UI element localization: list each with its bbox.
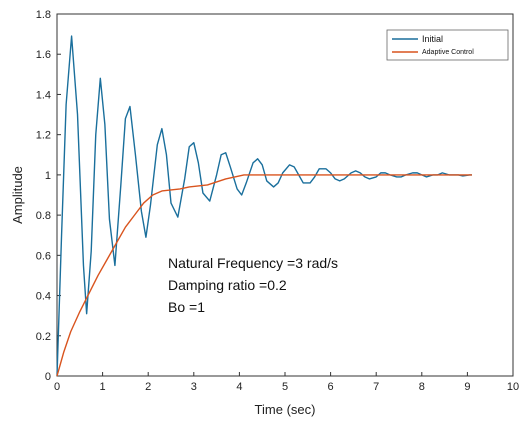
x-tick-label: 2	[145, 381, 151, 393]
y-axis: 0 0.2 0.4 0.6 0.8 1 1.2 1.4 1.6 1.8	[36, 9, 61, 383]
y-tick-label: 1.2	[36, 130, 51, 142]
series-layer	[56, 35, 472, 377]
x-tick-label: 9	[464, 381, 470, 393]
x-tick-label: 0	[54, 381, 60, 393]
x-tick-label: 4	[236, 381, 242, 393]
y-tick-label: 1.4	[36, 89, 51, 101]
x-tick-label: 10	[507, 381, 519, 393]
x-axis: 0 1 2 3 4 5 6 7 8 9 10	[54, 372, 519, 393]
x-axis-label: Time (sec)	[255, 402, 316, 417]
x-tick-label: 5	[282, 381, 288, 393]
y-tick-label: 0.2	[36, 331, 51, 343]
legend-box	[386, 29, 509, 61]
y-axis-label: Amplitude	[10, 166, 25, 224]
annotation-box: Natural Frequency =3 rad/s Damping ratio…	[161, 243, 338, 323]
y-tick-label: 0.4	[36, 291, 51, 303]
annotation-frame	[161, 243, 301, 323]
legend-label-initial: Initial	[422, 34, 443, 44]
y-tick-label: 0.6	[36, 250, 51, 262]
x-tick-label: 7	[373, 381, 379, 393]
annotation-line-natural-frequency: Natural Frequency =3 rad/s	[168, 255, 338, 271]
series-line-initial	[56, 35, 472, 377]
legend-label-adaptive-control: Adaptive Control	[422, 49, 474, 56]
y-tick-label: 1.6	[36, 49, 51, 61]
y-tick-label: 1.8	[36, 9, 51, 21]
annotation-line-bo: Bo =1	[168, 299, 205, 315]
y-tick-label: 0	[45, 371, 51, 383]
series-line-adaptive-control	[56, 174, 472, 377]
x-tick-label: 8	[419, 381, 425, 393]
legend: Initial Adaptive Control	[386, 29, 509, 61]
x-tick-label: 6	[328, 381, 334, 393]
annotation-line-damping-ratio: Damping ratio =0.2	[168, 277, 287, 293]
x-tick-label: 1	[100, 381, 106, 393]
y-tick-label: 1	[45, 170, 51, 182]
x-tick-label: 3	[191, 381, 197, 393]
y-tick-label: 0.8	[36, 210, 51, 222]
